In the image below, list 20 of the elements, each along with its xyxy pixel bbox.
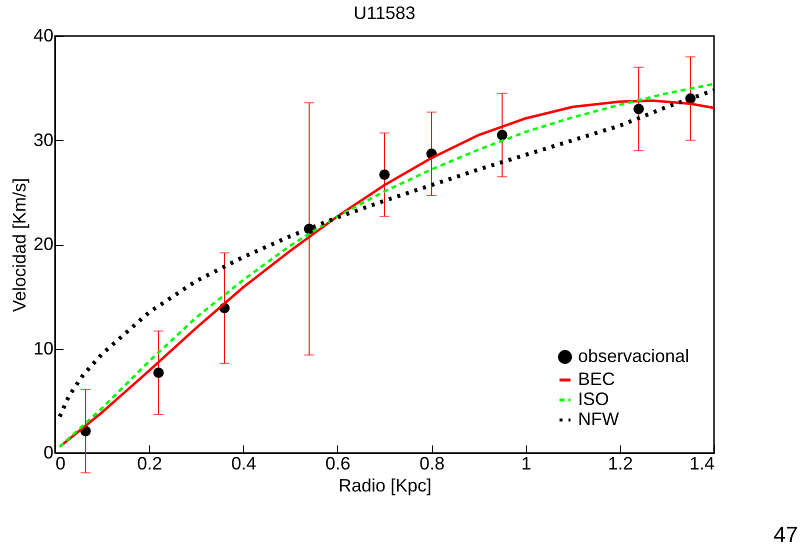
x-tick-label: 0.2 bbox=[137, 454, 162, 474]
x-tick-label: 1.4 bbox=[689, 454, 714, 474]
y-tick-label: 20 bbox=[33, 234, 54, 254]
legend-label: ISO bbox=[578, 389, 610, 409]
legend-label: BEC bbox=[578, 369, 616, 389]
x-tick-label: 1 bbox=[521, 454, 532, 474]
text: 47 bbox=[774, 522, 798, 548]
legend-label: NFW bbox=[578, 409, 619, 429]
x-axis-title: Radio [Kpc] bbox=[338, 476, 432, 496]
x-tick-label: 0.6 bbox=[325, 454, 350, 474]
y-tick-label: 30 bbox=[33, 130, 54, 150]
x-tick-label: 0.4 bbox=[231, 454, 256, 474]
y-tick-label: 10 bbox=[33, 338, 54, 358]
x-tick-label: 1.2 bbox=[608, 454, 633, 474]
y-axis-title: Velocidad [Km/s] bbox=[9, 178, 30, 312]
y-tick-label: 40 bbox=[33, 26, 54, 46]
x-tick-label: 0.8 bbox=[420, 454, 445, 474]
legend-label: observacional bbox=[578, 346, 690, 366]
x-tick-label: 0 bbox=[56, 454, 66, 474]
chart-title: U11583 bbox=[354, 3, 416, 23]
